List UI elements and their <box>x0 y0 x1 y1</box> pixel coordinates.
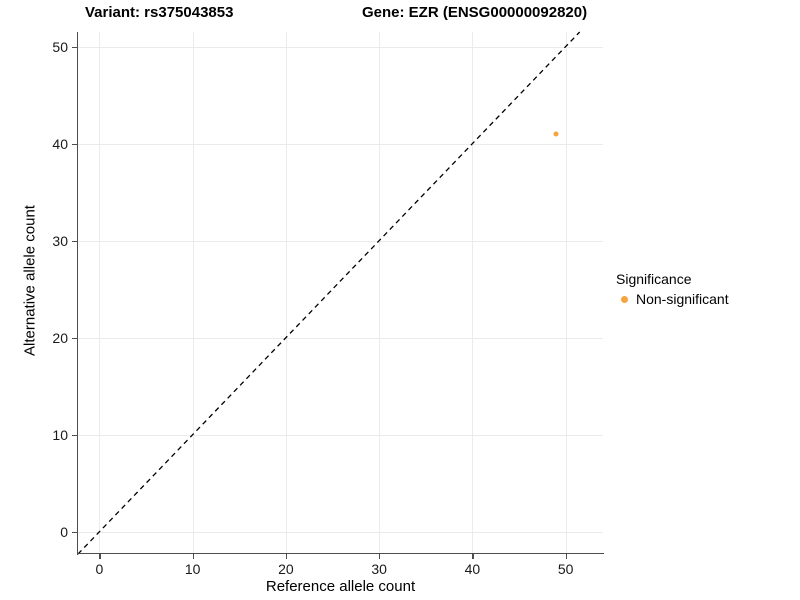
legend-items: Non-significant <box>616 291 729 308</box>
gridline-horizontal <box>78 46 603 48</box>
gridline-vertical <box>285 32 287 554</box>
gridline-horizontal <box>78 143 603 145</box>
gridline-horizontal <box>78 337 603 339</box>
y-axis-tick <box>72 531 77 533</box>
gridline-vertical <box>379 32 381 554</box>
gridline-vertical <box>192 32 194 554</box>
y-axis-tick-label: 30 <box>52 232 68 249</box>
x-axis-tick-label: 30 <box>371 561 387 577</box>
x-axis-line <box>77 553 604 555</box>
y-axis-tick-label: 10 <box>52 426 68 443</box>
x-axis-tick <box>192 554 194 559</box>
x-axis-tick <box>565 554 567 559</box>
y-axis-tick-label: 50 <box>52 38 68 55</box>
x-axis-label: Reference allele count <box>265 578 416 595</box>
plot-panel <box>78 32 603 554</box>
x-axis-tick-label: 40 <box>464 561 481 577</box>
y-axis-tick <box>72 240 77 242</box>
x-axis-tick-label: 50 <box>557 561 574 577</box>
x-axis-tick-label: 20 <box>278 561 294 577</box>
y-axis-tick <box>72 337 77 339</box>
y-axis-tick <box>72 434 77 436</box>
y-axis-line <box>77 32 79 555</box>
x-axis-tick <box>472 554 474 559</box>
gridline-horizontal <box>78 434 603 436</box>
x-axis-tick <box>285 554 288 559</box>
legend: Significance Non-significant <box>616 271 729 308</box>
x-axis-tick-label: 10 <box>184 561 201 577</box>
data-points-layer <box>78 32 603 554</box>
gene-title: Gene: EZR (ENSG00000092820) <box>362 4 588 21</box>
legend-item-label: Non-significant <box>636 291 729 307</box>
variant-title: Variant: rs375043853 <box>85 4 234 21</box>
legend-title: Significance <box>616 271 692 287</box>
gridline-vertical <box>99 32 101 554</box>
gridline-horizontal <box>78 531 603 533</box>
y-axis-tick <box>72 143 77 145</box>
data-point[interactable] <box>553 131 559 137</box>
legend-point-icon <box>616 292 632 308</box>
y-axis-tick-label: 40 <box>52 135 68 152</box>
identity-reference-line <box>78 32 603 554</box>
y-axis-tick-label: 20 <box>52 329 68 346</box>
x-axis-tick-label: 0 <box>95 561 104 577</box>
x-axis-tick <box>379 554 381 559</box>
gridline-horizontal <box>78 240 603 242</box>
gridline-vertical <box>565 32 567 554</box>
legend-item[interactable]: Non-significant <box>616 291 729 308</box>
x-axis-tick <box>99 554 101 559</box>
y-axis-tick-label: 0 <box>60 523 68 540</box>
y-axis-label: Alternative allele count <box>21 205 39 356</box>
y-axis-tick <box>72 46 77 48</box>
gridline-vertical <box>472 32 474 554</box>
